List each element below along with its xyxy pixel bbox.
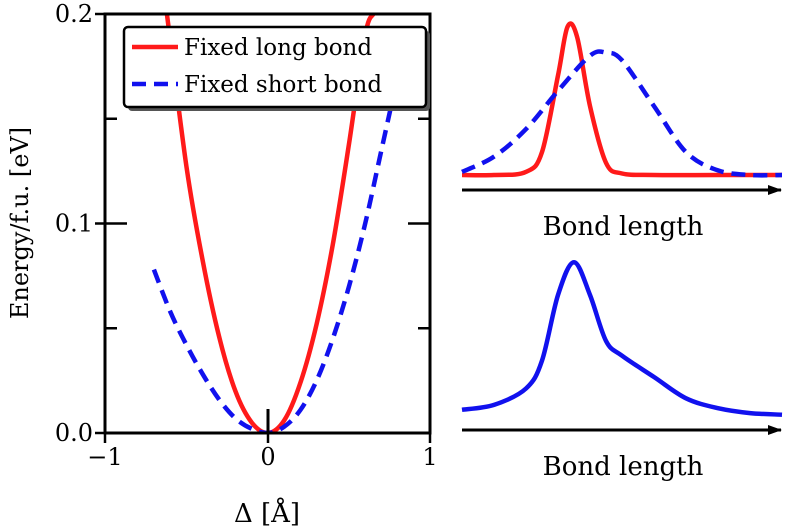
top-right-series-1	[461, 49, 783, 178]
series-fixed-short-bond	[151, 76, 400, 433]
x-tick-label: 1	[422, 443, 437, 471]
y-axis-label: Energy/f.u. [eV]	[6, 127, 34, 319]
y-tick-label: 0.0	[55, 419, 93, 447]
legend: Fixed long bond Fixed short bond	[122, 25, 430, 111]
y-tick-label: 0.2	[55, 0, 93, 28]
x-axis-label: Δ [Å]	[234, 497, 300, 529]
legend-box	[122, 25, 428, 109]
x-tick-label: −1	[87, 443, 122, 471]
bond-length-distribution-bottom: Bond length	[461, 259, 783, 482]
bottom-right-xlabel: Bond length	[543, 452, 704, 482]
bottom-right-series-0	[461, 259, 783, 417]
top-right-series-0	[461, 21, 782, 178]
x-tick-label: 0	[260, 443, 275, 471]
legend-label-long: Fixed long bond	[184, 35, 372, 61]
energy-panel: −1 0 1 0.0 0.1 0.2 Δ [Å] Energy/f.u. [eV] Fix…	[6, 0, 438, 529]
legend-label-short: Fixed short bond	[184, 72, 382, 98]
top-right-xlabel: Bond length	[543, 212, 704, 242]
bond-length-distribution-top: Bond length	[461, 21, 783, 242]
series-fixed-long-bond	[164, 14, 376, 433]
y-tick-label: 0.1	[55, 210, 93, 238]
